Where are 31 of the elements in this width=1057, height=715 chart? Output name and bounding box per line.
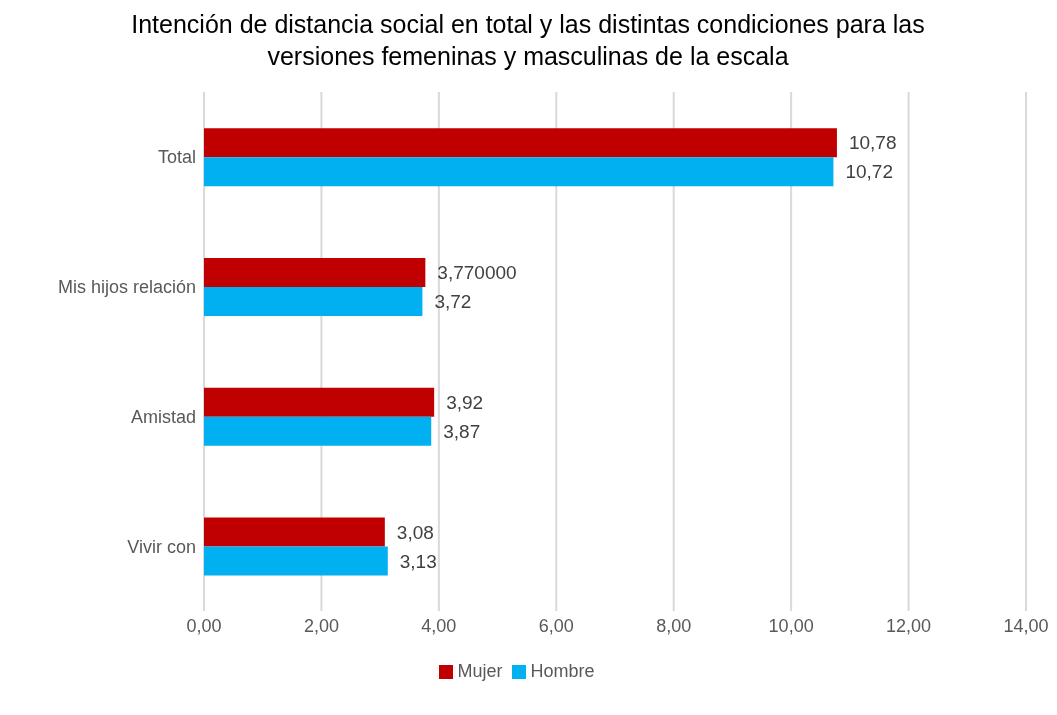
data-label: 10,78 bbox=[848, 132, 897, 154]
bar bbox=[204, 387, 435, 417]
legend-label: Mujer bbox=[457, 661, 503, 681]
x-tick-label: 8,00 bbox=[656, 615, 692, 636]
data-label: 3,72 bbox=[434, 291, 472, 313]
x-tick-label: 12,00 bbox=[886, 615, 932, 636]
x-tick-label: 6,00 bbox=[538, 615, 574, 636]
chart-title: Intención de distancia social en total y las distintas condiciones para las versiones femeninas y masculinas de la escala bbox=[130, 9, 926, 72]
data-label: 3,87 bbox=[443, 420, 481, 442]
x-tick-label: 0,00 bbox=[186, 615, 222, 636]
bar bbox=[204, 258, 426, 288]
y-tick-label: Mis hijos relación bbox=[57, 277, 196, 298]
bar bbox=[204, 517, 385, 547]
data-label: 3,770000 bbox=[437, 262, 517, 284]
x-tick-label: 10,00 bbox=[768, 615, 814, 636]
x-tick-label: 14,00 bbox=[1003, 615, 1049, 636]
y-tick-label: Amistad bbox=[130, 406, 196, 427]
bar bbox=[204, 416, 432, 446]
data-label: 3,08 bbox=[396, 521, 434, 543]
y-tick-label: Vivir con bbox=[127, 536, 196, 557]
bar bbox=[204, 546, 388, 576]
bar bbox=[204, 128, 837, 158]
legend-label: Hombre bbox=[530, 661, 595, 681]
x-tick-label: 4,00 bbox=[421, 615, 457, 636]
bar bbox=[204, 157, 834, 187]
data-label: 10,72 bbox=[845, 161, 893, 183]
x-tick-label: 2,00 bbox=[303, 615, 339, 636]
bar bbox=[204, 287, 423, 317]
data-label: 3,13 bbox=[399, 550, 437, 572]
data-label: 3,92 bbox=[446, 391, 484, 413]
y-tick-label: Total bbox=[157, 147, 196, 168]
